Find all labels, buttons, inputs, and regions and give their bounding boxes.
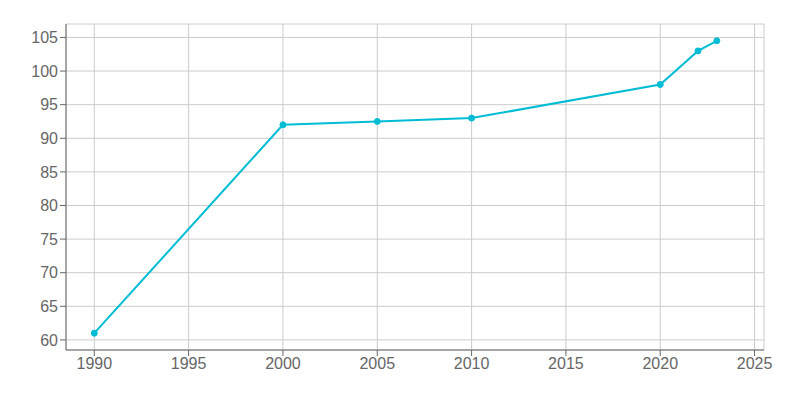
svg-text:2025: 2025	[737, 355, 773, 372]
svg-text:60: 60	[40, 332, 58, 349]
svg-text:2000: 2000	[265, 355, 301, 372]
svg-text:95: 95	[40, 96, 58, 113]
svg-text:2020: 2020	[642, 355, 678, 372]
svg-text:2015: 2015	[548, 355, 584, 372]
svg-text:100: 100	[31, 63, 58, 80]
svg-text:80: 80	[40, 197, 58, 214]
svg-text:1995: 1995	[171, 355, 207, 372]
svg-text:75: 75	[40, 231, 58, 248]
svg-text:2005: 2005	[359, 355, 395, 372]
svg-text:85: 85	[40, 164, 58, 181]
svg-text:2010: 2010	[454, 355, 490, 372]
svg-text:105: 105	[31, 29, 58, 46]
svg-text:65: 65	[40, 298, 58, 315]
svg-text:70: 70	[40, 264, 58, 281]
svg-text:1990: 1990	[77, 355, 113, 372]
svg-text:90: 90	[40, 130, 58, 147]
